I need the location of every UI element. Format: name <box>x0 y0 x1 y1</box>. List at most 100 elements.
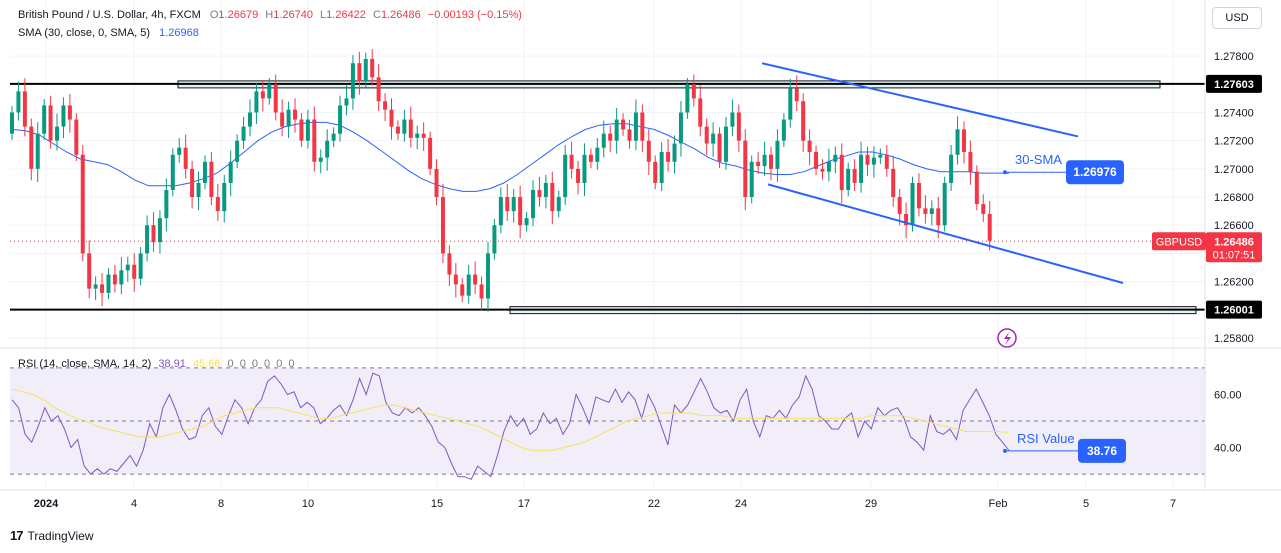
ohlc-legend: British Pound / U.S. Dollar, 4h, FXCM O 1… <box>18 9 522 21</box>
candle-body <box>659 151 664 183</box>
candle-body <box>601 133 606 148</box>
candle-body <box>640 112 645 141</box>
candle-body <box>453 274 458 285</box>
candle-body <box>511 197 516 212</box>
high-label: H <box>265 9 274 21</box>
candle-body <box>241 126 246 141</box>
candle-body <box>363 58 368 82</box>
candle-body <box>788 88 793 120</box>
candle-body <box>408 119 413 138</box>
candle-body <box>672 143 677 162</box>
y-tick-label: 1.26200 <box>1214 277 1254 289</box>
rsi-legend-zeros: 0 0 0 0 0 0 <box>227 358 295 370</box>
candle-body <box>338 105 343 134</box>
candle-body <box>177 147 182 155</box>
candle-body <box>556 197 561 212</box>
sma-legend[interactable]: SMA (30, close, 0, SMA, 5) 1.26968 <box>18 27 199 39</box>
candle-body <box>415 133 420 138</box>
candle-body <box>897 197 902 214</box>
y-tick-label: 1.26800 <box>1214 192 1254 204</box>
level-price-tag <box>1206 300 1262 319</box>
candle-body <box>762 154 767 167</box>
candle-body <box>106 274 111 293</box>
last-price-tag <box>1206 232 1262 263</box>
y-tick-label: 1.27800 <box>1214 51 1254 63</box>
candle-body <box>859 154 864 183</box>
rsi-line <box>11 372 1010 481</box>
close-value: 1.26486 <box>380 9 421 21</box>
sma-legend-value: 1.26968 <box>159 27 199 39</box>
candle-body <box>987 213 992 241</box>
x-tick-label: 7 <box>1170 498 1176 510</box>
candle-body <box>132 264 137 279</box>
tradingview-logo-icon: 17 <box>10 528 24 543</box>
candle-body <box>440 197 445 254</box>
candle-body <box>884 154 889 169</box>
candle-body <box>74 119 79 155</box>
candle-body <box>871 157 876 165</box>
low-value: 1.26422 <box>326 9 366 21</box>
candle-body <box>157 218 162 243</box>
sma-annotation-badge <box>1066 160 1124 185</box>
candle-body <box>479 284 484 299</box>
x-tick-label: 2024 <box>34 498 59 510</box>
y-tick-label: 1.27200 <box>1214 136 1254 148</box>
candle-body <box>183 147 188 169</box>
rsi-legend[interactable]: RSI (14, close, SMA, 14, 2) 38.91 45.66 … <box>18 358 295 370</box>
x-tick-label: 4 <box>131 498 137 510</box>
candle-body <box>814 151 819 169</box>
candle-body <box>524 218 529 226</box>
candle-body <box>93 284 98 289</box>
symbol-title[interactable]: British Pound / U.S. Dollar, 4h, FXCM <box>18 9 201 21</box>
candle-body <box>112 274 117 285</box>
candle-body <box>357 63 362 82</box>
candle-body <box>331 133 336 141</box>
candle-body <box>498 197 503 226</box>
candle-body <box>421 133 426 138</box>
change-value: −0.00193 (−0.15%) <box>427 9 522 21</box>
candle-body <box>550 182 555 212</box>
candle-body <box>305 119 310 141</box>
candle-body <box>222 182 227 212</box>
currency-button[interactable]: USD <box>1212 7 1262 29</box>
high-value: 1.26740 <box>273 9 313 21</box>
candle-body <box>485 253 490 299</box>
y-tick-label: 1.26600 <box>1214 220 1254 232</box>
candle-body <box>267 84 272 99</box>
candle-body <box>569 154 574 169</box>
candle-body <box>891 168 896 198</box>
candle-body <box>736 112 741 141</box>
candle-body <box>164 190 169 219</box>
candle-body <box>723 126 728 162</box>
candle-body <box>460 284 465 296</box>
symbol-tag-text: GBPUSD <box>1156 236 1203 248</box>
low-label: L <box>320 9 327 21</box>
level-price-tag <box>1206 74 1262 93</box>
candle-body <box>428 137 433 169</box>
tradingview-footer[interactable]: 17 TradingView <box>10 528 94 543</box>
candle-body <box>190 168 195 198</box>
candle-body <box>55 126 60 141</box>
overlays: 30-SMA 1.26976 <box>10 62 1205 348</box>
candle-body <box>929 208 934 214</box>
channel-lower-line <box>767 183 1124 284</box>
candle-body <box>749 161 754 198</box>
candle-body <box>466 274 471 296</box>
candle-body <box>434 168 439 198</box>
candle-body <box>614 119 619 141</box>
open-label: O <box>209 9 219 21</box>
candle-body <box>209 161 214 198</box>
candle-body <box>646 140 651 162</box>
candle-body <box>775 140 780 169</box>
candle-body <box>215 197 220 212</box>
candle-body <box>67 105 72 120</box>
candle-body <box>743 140 748 198</box>
x-tick-label: 22 <box>648 498 660 510</box>
candle-body <box>389 109 394 127</box>
candle-body <box>865 154 870 165</box>
candle-body <box>949 154 954 183</box>
candle-body <box>942 182 947 226</box>
candle-body <box>627 129 632 141</box>
